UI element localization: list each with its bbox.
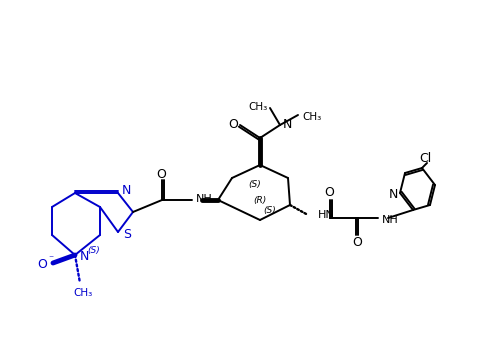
Text: NH: NH (196, 194, 212, 204)
Text: CH₃: CH₃ (248, 102, 267, 112)
Text: CH₃: CH₃ (73, 288, 92, 298)
Text: (S): (S) (248, 180, 261, 189)
Text: (S): (S) (263, 205, 276, 215)
Text: Cl: Cl (418, 152, 430, 164)
Text: CH₃: CH₃ (302, 112, 321, 122)
Text: O: O (156, 168, 165, 180)
Text: N: N (387, 188, 397, 200)
Text: O: O (324, 187, 333, 199)
Text: NH: NH (381, 215, 398, 225)
Text: N: N (282, 117, 291, 131)
Text: N: N (79, 250, 88, 262)
Text: ⁻: ⁻ (48, 254, 54, 264)
Text: O: O (351, 236, 361, 248)
Text: S: S (123, 227, 131, 241)
Text: N: N (121, 184, 130, 198)
Text: O: O (227, 117, 238, 131)
Text: (R): (R) (253, 195, 266, 204)
Text: (S): (S) (87, 246, 100, 255)
Text: O: O (37, 258, 47, 272)
Text: HN: HN (317, 210, 334, 220)
